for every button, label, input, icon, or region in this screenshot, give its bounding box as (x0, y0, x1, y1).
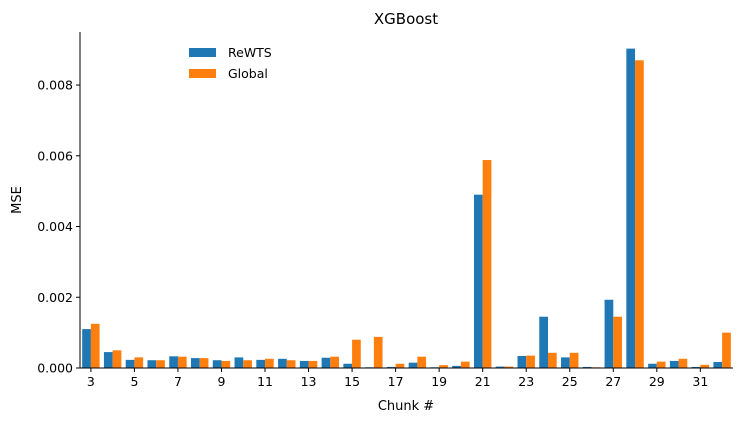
bar-rewts-chunk-31 (691, 366, 701, 368)
bar-global-chunk-14 (330, 356, 340, 368)
legend-label-global: Global (228, 66, 268, 81)
bar-global-chunk-19 (439, 365, 448, 368)
bar-rewts-chunk-18 (408, 362, 418, 368)
bar-global-chunk-32 (722, 332, 731, 368)
x-tick-label: 11 (257, 374, 273, 389)
x-tick-label: 15 (344, 374, 360, 389)
y-tick-label: 0.004 (37, 219, 73, 234)
bar-rewts-chunk-32 (713, 361, 723, 368)
legend: ReWTS Global (189, 45, 272, 81)
bar-rewts-chunk-23 (517, 355, 527, 368)
bar-global-chunk-23 (526, 355, 535, 368)
bar-rewts-chunk-17 (386, 366, 396, 368)
bar-global-chunk-28 (635, 60, 644, 368)
bar-global-chunk-27 (613, 316, 622, 368)
bar-rewts-chunk-7 (169, 356, 178, 368)
bar-rewts-chunk-11 (256, 359, 266, 368)
bar-rewts-chunk-24 (539, 316, 548, 368)
x-tick-label: 17 (388, 374, 404, 389)
bar-global-chunk-30 (678, 358, 688, 368)
bar-global-chunk-8 (199, 358, 209, 368)
bar-global-chunk-4 (112, 350, 122, 368)
bar-global-chunk-25 (569, 352, 579, 368)
bars-group (82, 48, 731, 369)
legend-label-rewts: ReWTS (228, 45, 272, 60)
bar-rewts-chunk-28 (626, 48, 636, 369)
bar-rewts-chunk-12 (278, 358, 287, 368)
bar-rewts-chunk-3 (82, 329, 91, 368)
bar-rewts-chunk-13 (299, 360, 309, 368)
bar-rewts-chunk-21 (473, 194, 483, 368)
bar-global-chunk-18 (417, 356, 427, 368)
bar-global-chunk-5 (134, 357, 144, 368)
bar-global-chunk-16 (373, 336, 383, 368)
bar-rewts-chunk-29 (648, 363, 657, 368)
x-tick-label: 21 (475, 374, 491, 389)
bar-rewts-chunk-26 (582, 366, 592, 368)
bar-global-chunk-21 (482, 160, 492, 368)
bar-global-chunk-29 (656, 361, 666, 368)
bar-global-chunk-3 (90, 323, 100, 368)
bar-global-chunk-31 (700, 364, 710, 368)
legend-swatch-global (189, 69, 216, 78)
bar-rewts-chunk-22 (495, 366, 505, 368)
x-axis-label: Chunk # (378, 399, 434, 414)
bar-rewts-chunk-4 (103, 352, 113, 368)
x-tick-label: 25 (562, 374, 578, 389)
bar-rewts-chunk-5 (125, 359, 135, 368)
y-tick-label: 0.002 (37, 290, 73, 305)
x-tick-label: 9 (218, 374, 226, 389)
bar-rewts-chunk-27 (604, 299, 614, 368)
bar-global-chunk-12 (286, 360, 296, 368)
y-tick-label: 0.008 (37, 78, 73, 93)
bar-rewts-chunk-14 (321, 357, 331, 368)
bar-rewts-chunk-15 (343, 363, 353, 368)
x-tick-label: 7 (174, 374, 182, 389)
x-tick-label: 29 (649, 374, 665, 389)
x-tick-label: 19 (431, 374, 447, 389)
x-axis: 3 5 7 9 11 13 15 17 19 21 23 25 27 29 31 (80, 367, 733, 389)
y-tick-label: 0.000 (37, 361, 73, 376)
x-tick-label: 5 (130, 374, 138, 389)
x-tick-label: 13 (301, 374, 317, 389)
bar-rewts-chunk-25 (561, 357, 570, 368)
y-tick-label: 0.006 (37, 148, 73, 163)
bar-global-chunk-20 (460, 361, 470, 368)
bar-rewts-chunk-6 (147, 360, 157, 368)
bar-rewts-chunk-8 (191, 358, 200, 368)
bar-global-chunk-11 (265, 358, 274, 368)
bar-global-chunk-15 (352, 339, 361, 368)
y-axis: 0.000 0.002 0.004 0.006 0.008 (37, 32, 81, 376)
x-tick-label: 31 (692, 374, 708, 389)
x-tick-label: 3 (87, 374, 95, 389)
bar-global-chunk-10 (243, 360, 252, 368)
chart-title: XGBoost (374, 10, 438, 28)
bar-global-chunk-7 (177, 356, 187, 368)
bar-global-chunk-9 (221, 360, 231, 368)
bar-global-chunk-6 (156, 360, 165, 368)
bar-rewts-chunk-9 (212, 360, 222, 368)
bar-global-chunk-13 (308, 360, 318, 368)
legend-swatch-rewts (189, 48, 216, 57)
bar-rewts-chunk-20 (452, 365, 461, 368)
x-tick-label: 23 (518, 374, 534, 389)
x-tick-label: 27 (605, 374, 621, 389)
y-axis-label: MSE (10, 186, 25, 214)
bar-rewts-chunk-10 (234, 357, 244, 368)
bar-rewts-chunk-30 (669, 360, 679, 368)
bar-global-chunk-24 (547, 352, 557, 368)
bar-global-chunk-22 (504, 366, 514, 368)
bar-global-chunk-17 (395, 363, 405, 368)
